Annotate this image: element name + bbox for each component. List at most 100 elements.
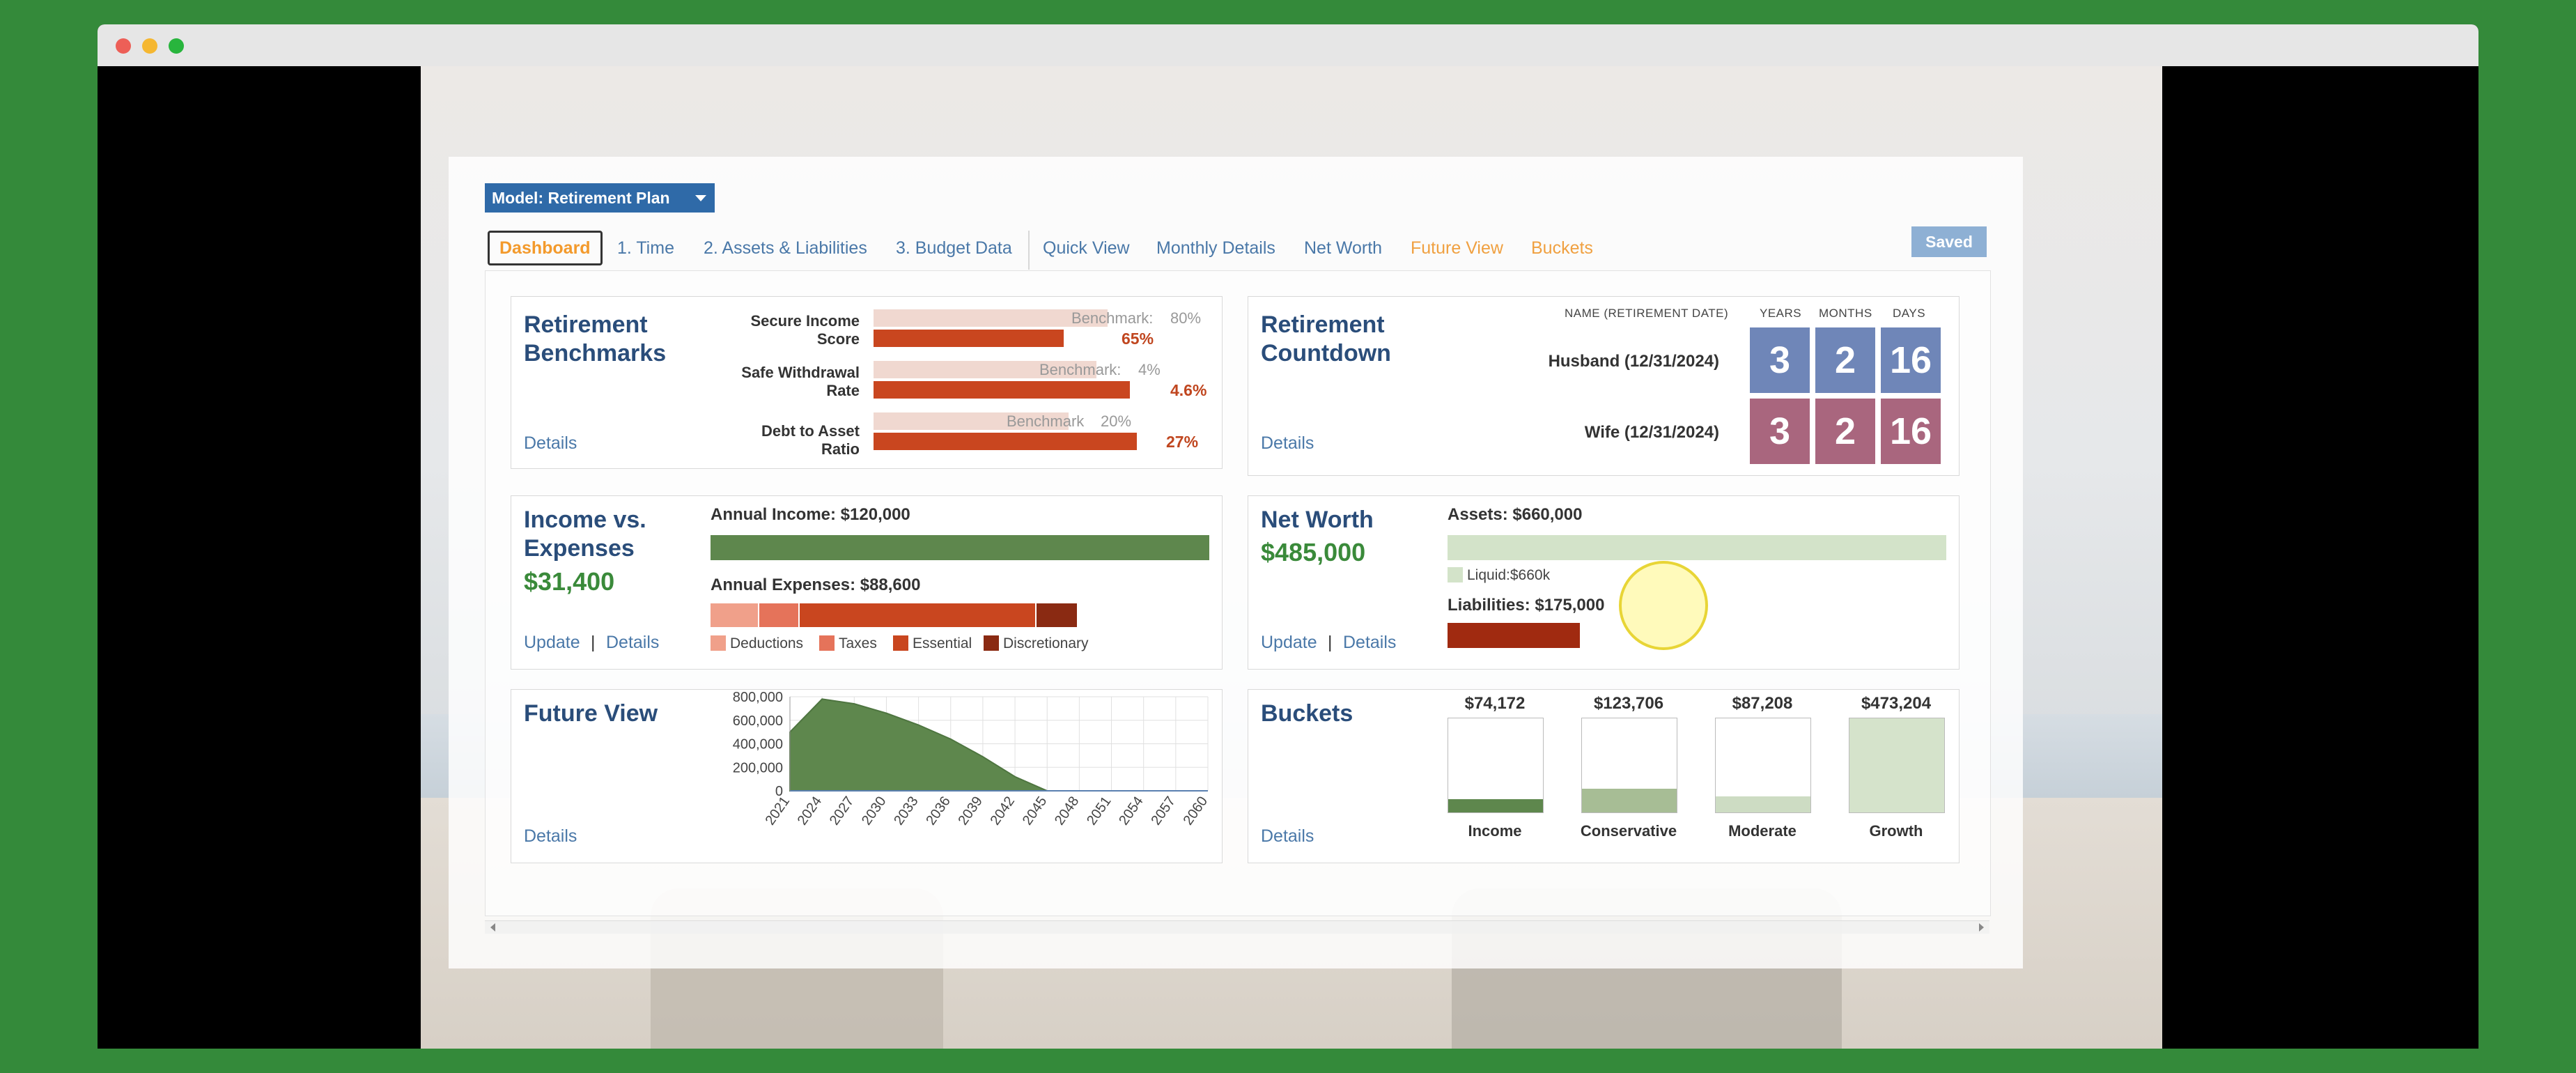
income-title: Income vs. Expenses <box>524 507 646 562</box>
net-worth-separator: | <box>1328 633 1333 652</box>
wife-name: Wife (12/31/2024) <box>1584 423 1719 442</box>
chart-x-tick-label: 2021 <box>763 794 793 828</box>
tab-dashboard[interactable]: Dashboard <box>488 231 603 265</box>
horizontal-scrollbar[interactable] <box>485 920 1989 934</box>
taxes-swatch <box>819 635 835 651</box>
discretionary-bar <box>1037 603 1077 627</box>
bucket-growth-box[interactable] <box>1849 718 1945 813</box>
husband-months-tile: 2 <box>1815 327 1875 393</box>
chart-x-tick-label: 2024 <box>795 794 825 828</box>
safe-withdrawal-benchmark-label: Benchmark: <box>1039 361 1122 378</box>
income-card: Income vs. Expenses $31,400 Update | Det… <box>511 495 1223 670</box>
chart-x-tick-label: 2036 <box>923 794 954 828</box>
scroll-left-icon[interactable] <box>490 923 495 932</box>
net-worth-card: Net Worth $485,000 Update | Details Asse… <box>1248 495 1960 670</box>
saved-status-button[interactable]: Saved <box>1911 226 1987 257</box>
title-bar <box>98 24 2478 66</box>
secure-income-benchmark-bar <box>874 309 1108 327</box>
safe-withdrawal-benchmark-pct: 4% <box>1138 361 1161 378</box>
income-update-link[interactable]: Update <box>524 633 580 652</box>
countdown-title: Retirement Countdown <box>1261 311 1391 366</box>
bucket-conservative-fill <box>1582 789 1677 812</box>
countdown-years-header: YEARS <box>1760 307 1802 320</box>
discretionary-swatch <box>984 635 999 651</box>
safe-withdrawal-value-bar <box>874 381 1130 399</box>
chart-x-tick-label: 2054 <box>1116 794 1147 828</box>
scroll-right-icon[interactable] <box>1979 923 1984 932</box>
chart-x-tick-label: 2051 <box>1084 794 1115 828</box>
countdown-details-link[interactable]: Details <box>1261 433 1314 453</box>
model-select-button[interactable]: Model: Retirement Plan <box>485 183 715 213</box>
bucket-growth-value: $473,204 <box>1861 694 1932 713</box>
safe-withdrawal-label: Safe Withdrawal Rate <box>741 364 860 399</box>
chart-y-tick-label: 0 <box>775 784 783 799</box>
tab-buckets[interactable]: Buckets <box>1531 238 1593 258</box>
debt-asset-label: Debt to Asset Ratio <box>761 422 860 458</box>
wife-days-tile: 16 <box>1881 399 1941 464</box>
annual-income-label: Annual Income: $120,000 <box>711 505 910 524</box>
tab-divider <box>1028 231 1030 270</box>
secure-income-value-pct: 65% <box>1122 330 1154 348</box>
maximize-window-button[interactable] <box>169 38 184 54</box>
minimize-window-button[interactable] <box>142 38 157 54</box>
buckets-details-link[interactable]: Details <box>1261 826 1314 846</box>
countdown-name-header: NAME (RETIREMENT DATE) <box>1565 307 1729 320</box>
bucket-conservative-name: Conservative <box>1580 822 1677 840</box>
tab-time[interactable]: 1. Time <box>617 238 674 258</box>
safe-withdrawal-benchmark-bar <box>874 361 1096 378</box>
tab-future-view[interactable]: Future View <box>1411 238 1503 258</box>
net-worth-value: $485,000 <box>1261 538 1366 566</box>
bucket-income-box[interactable] <box>1448 718 1544 813</box>
deductions-swatch <box>711 635 726 651</box>
deductions-bar <box>711 603 758 627</box>
benchmarks-details-link[interactable]: Details <box>524 433 577 453</box>
deductions-legend: Deductions <box>730 635 804 651</box>
countdown-months-header: MONTHS <box>1819 307 1872 320</box>
annual-expenses-label: Annual Expenses: $88,600 <box>711 576 921 594</box>
bucket-income-value: $74,172 <box>1464 694 1526 713</box>
liquid-swatch <box>1448 567 1463 582</box>
bucket-growth-fill <box>1849 718 1944 812</box>
income-separator: | <box>591 633 596 652</box>
net-worth-details-link[interactable]: Details <box>1343 633 1397 652</box>
bucket-conservative-box[interactable] <box>1581 718 1677 813</box>
essential-legend: Essential <box>913 635 972 651</box>
cursor-highlight <box>1619 561 1708 650</box>
tab-bar: Dashboard 1. Time 2. Assets & Liabilitie… <box>488 231 1985 270</box>
debt-asset-benchmark-label: Benchmark <box>1007 412 1085 430</box>
liabilities-bar <box>1448 623 1580 648</box>
secure-income-benchmark-label: Benchmark: <box>1071 309 1154 327</box>
bucket-growth-name: Growth <box>1869 822 1923 840</box>
chart-x-tick-label: 2060 <box>1181 794 1211 828</box>
tab-monthly-details[interactable]: Monthly Details <box>1156 238 1275 258</box>
secure-income-value-bar <box>874 330 1064 347</box>
debt-asset-benchmark-bar <box>874 412 1069 430</box>
tab-assets-liabilities[interactable]: 2. Assets & Liabilities <box>704 238 867 258</box>
browser-window: Model: Retirement Plan Dashboard 1. Time… <box>98 24 2478 1049</box>
chart-y-tick-label: 200,000 <box>733 760 783 775</box>
bucket-moderate-value: $87,208 <box>1732 694 1793 713</box>
future-view-details-link[interactable]: Details <box>524 826 577 846</box>
chart-x-tick-label: 2045 <box>1020 794 1050 828</box>
income-details-link[interactable]: Details <box>606 633 660 652</box>
debt-asset-benchmark-pct: 20% <box>1101 412 1132 430</box>
countdown-card: Retirement Countdown Details NAME (RETIR… <box>1248 296 1960 476</box>
app-viewport: Model: Retirement Plan Dashboard 1. Time… <box>421 66 2162 1049</box>
tab-quick-view[interactable]: Quick View <box>1043 238 1130 258</box>
net-worth-update-link[interactable]: Update <box>1261 633 1317 652</box>
debt-asset-value-bar <box>874 433 1137 450</box>
tab-budget-data[interactable]: 3. Budget Data <box>896 238 1012 258</box>
secure-income-label: Secure Income Score <box>750 312 860 348</box>
close-window-button[interactable] <box>116 38 131 54</box>
dashboard-panel: Model: Retirement Plan Dashboard 1. Time… <box>449 157 2023 968</box>
secure-income-benchmark-pct: 80% <box>1170 309 1202 327</box>
buckets-title: Buckets <box>1261 700 1353 727</box>
debt-asset-value-pct: 27% <box>1166 433 1199 451</box>
chart-x-tick-label: 2057 <box>1148 794 1179 828</box>
bucket-moderate-box[interactable] <box>1715 718 1811 813</box>
tab-net-worth[interactable]: Net Worth <box>1304 238 1383 258</box>
chart-x-tick-label: 2048 <box>1052 794 1083 828</box>
bucket-conservative-value: $123,706 <box>1593 694 1664 713</box>
bucket-income-fill <box>1448 799 1543 812</box>
chart-y-tick-label: 600,000 <box>733 713 783 729</box>
